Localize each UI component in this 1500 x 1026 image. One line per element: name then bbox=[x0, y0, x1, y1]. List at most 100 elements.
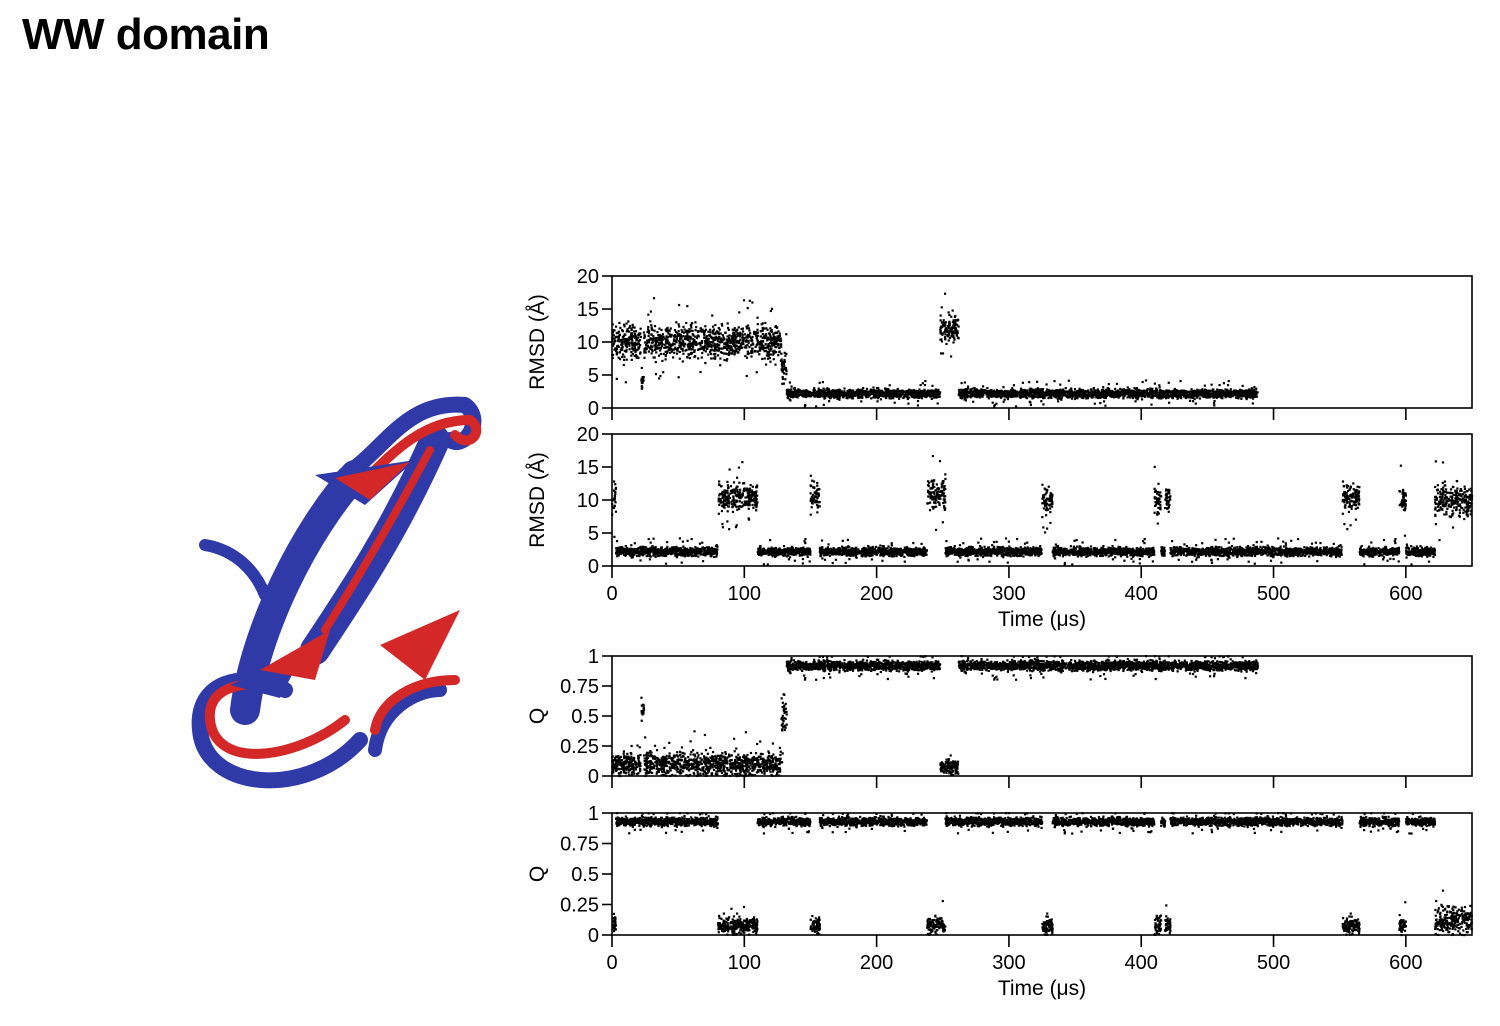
data-point bbox=[668, 333, 671, 336]
data-point bbox=[1251, 402, 1254, 405]
data-point bbox=[618, 321, 621, 324]
data-point bbox=[695, 343, 698, 347]
data-point bbox=[839, 389, 842, 393]
data-point bbox=[1244, 389, 1248, 393]
data-point bbox=[916, 399, 920, 403]
data-point bbox=[689, 335, 692, 338]
data-point bbox=[630, 350, 633, 354]
data-point bbox=[660, 546, 664, 549]
data-point bbox=[1096, 388, 1100, 391]
blue-ribbon-end bbox=[368, 683, 447, 757]
data-point bbox=[650, 324, 653, 327]
data-point bbox=[644, 351, 647, 354]
data-point bbox=[941, 323, 945, 327]
data-point bbox=[918, 393, 922, 396]
data-point bbox=[1194, 402, 1197, 405]
data-point bbox=[664, 346, 667, 349]
data-point bbox=[659, 352, 662, 356]
data-point bbox=[1143, 391, 1146, 394]
data-point bbox=[1087, 389, 1090, 392]
data-point bbox=[804, 403, 807, 407]
data-point bbox=[734, 336, 737, 339]
data-point bbox=[762, 346, 765, 349]
y-tick-label: 20 bbox=[577, 424, 599, 446]
data-point bbox=[787, 393, 790, 396]
data-point bbox=[875, 395, 878, 399]
data-point bbox=[653, 337, 656, 340]
data-point bbox=[958, 394, 962, 397]
data-point bbox=[928, 392, 932, 395]
data-point bbox=[1251, 397, 1255, 400]
data-point bbox=[742, 338, 745, 341]
data-point bbox=[712, 340, 715, 343]
data-point bbox=[707, 330, 710, 333]
data-point bbox=[721, 334, 724, 337]
data-point bbox=[645, 343, 648, 347]
data-point bbox=[1076, 393, 1079, 396]
data-point bbox=[775, 331, 778, 335]
data-point bbox=[771, 344, 774, 347]
data-point bbox=[621, 338, 624, 341]
data-point bbox=[876, 390, 880, 393]
data-point bbox=[750, 344, 753, 347]
data-point bbox=[1177, 391, 1180, 395]
data-point bbox=[626, 329, 629, 333]
data-point bbox=[827, 391, 830, 394]
data-point bbox=[781, 366, 784, 369]
data-point bbox=[939, 319, 942, 322]
data-point bbox=[623, 325, 626, 328]
data-point bbox=[1222, 382, 1226, 385]
data-point bbox=[615, 547, 618, 550]
data-point bbox=[857, 391, 860, 394]
data-point bbox=[1131, 395, 1135, 399]
data-point bbox=[780, 345, 783, 348]
data-point bbox=[783, 360, 786, 364]
data-point bbox=[1124, 390, 1128, 393]
data-point bbox=[674, 330, 678, 334]
data-point bbox=[1213, 404, 1216, 407]
data-point bbox=[902, 396, 905, 400]
data-point bbox=[1003, 398, 1006, 401]
data-point bbox=[720, 324, 724, 327]
data-point bbox=[830, 394, 834, 397]
data-point bbox=[897, 390, 900, 393]
data-point bbox=[673, 343, 676, 346]
data-point bbox=[1224, 388, 1227, 391]
data-point bbox=[647, 350, 650, 353]
data-point bbox=[875, 387, 879, 390]
data-point bbox=[704, 350, 707, 353]
data-point bbox=[797, 391, 800, 394]
data-point bbox=[708, 334, 711, 337]
data-point bbox=[699, 347, 702, 351]
data-point bbox=[947, 339, 950, 342]
data-point bbox=[738, 339, 741, 343]
data-point bbox=[660, 340, 663, 343]
data-point bbox=[861, 393, 864, 396]
data-point bbox=[795, 395, 798, 398]
data-point bbox=[1224, 391, 1227, 394]
data-point bbox=[948, 326, 951, 329]
data-point bbox=[681, 347, 684, 351]
data-point bbox=[661, 343, 664, 346]
data-point bbox=[654, 340, 657, 343]
data-point bbox=[1157, 395, 1161, 398]
data-point bbox=[955, 329, 958, 332]
data-point bbox=[805, 393, 808, 396]
data-point bbox=[636, 554, 639, 557]
data-point bbox=[675, 352, 679, 355]
data-point bbox=[941, 332, 944, 335]
data-point bbox=[1237, 390, 1240, 393]
data-point bbox=[679, 341, 682, 344]
data-point bbox=[1108, 394, 1112, 397]
data-point bbox=[1146, 392, 1150, 395]
data-point bbox=[756, 338, 759, 341]
data-point bbox=[676, 349, 679, 352]
data-point bbox=[618, 351, 621, 354]
data-point bbox=[1039, 395, 1042, 398]
data-point bbox=[1181, 393, 1184, 396]
data-point bbox=[614, 347, 617, 350]
data-point bbox=[698, 342, 701, 345]
data-point bbox=[916, 404, 920, 407]
data-point bbox=[717, 349, 721, 352]
